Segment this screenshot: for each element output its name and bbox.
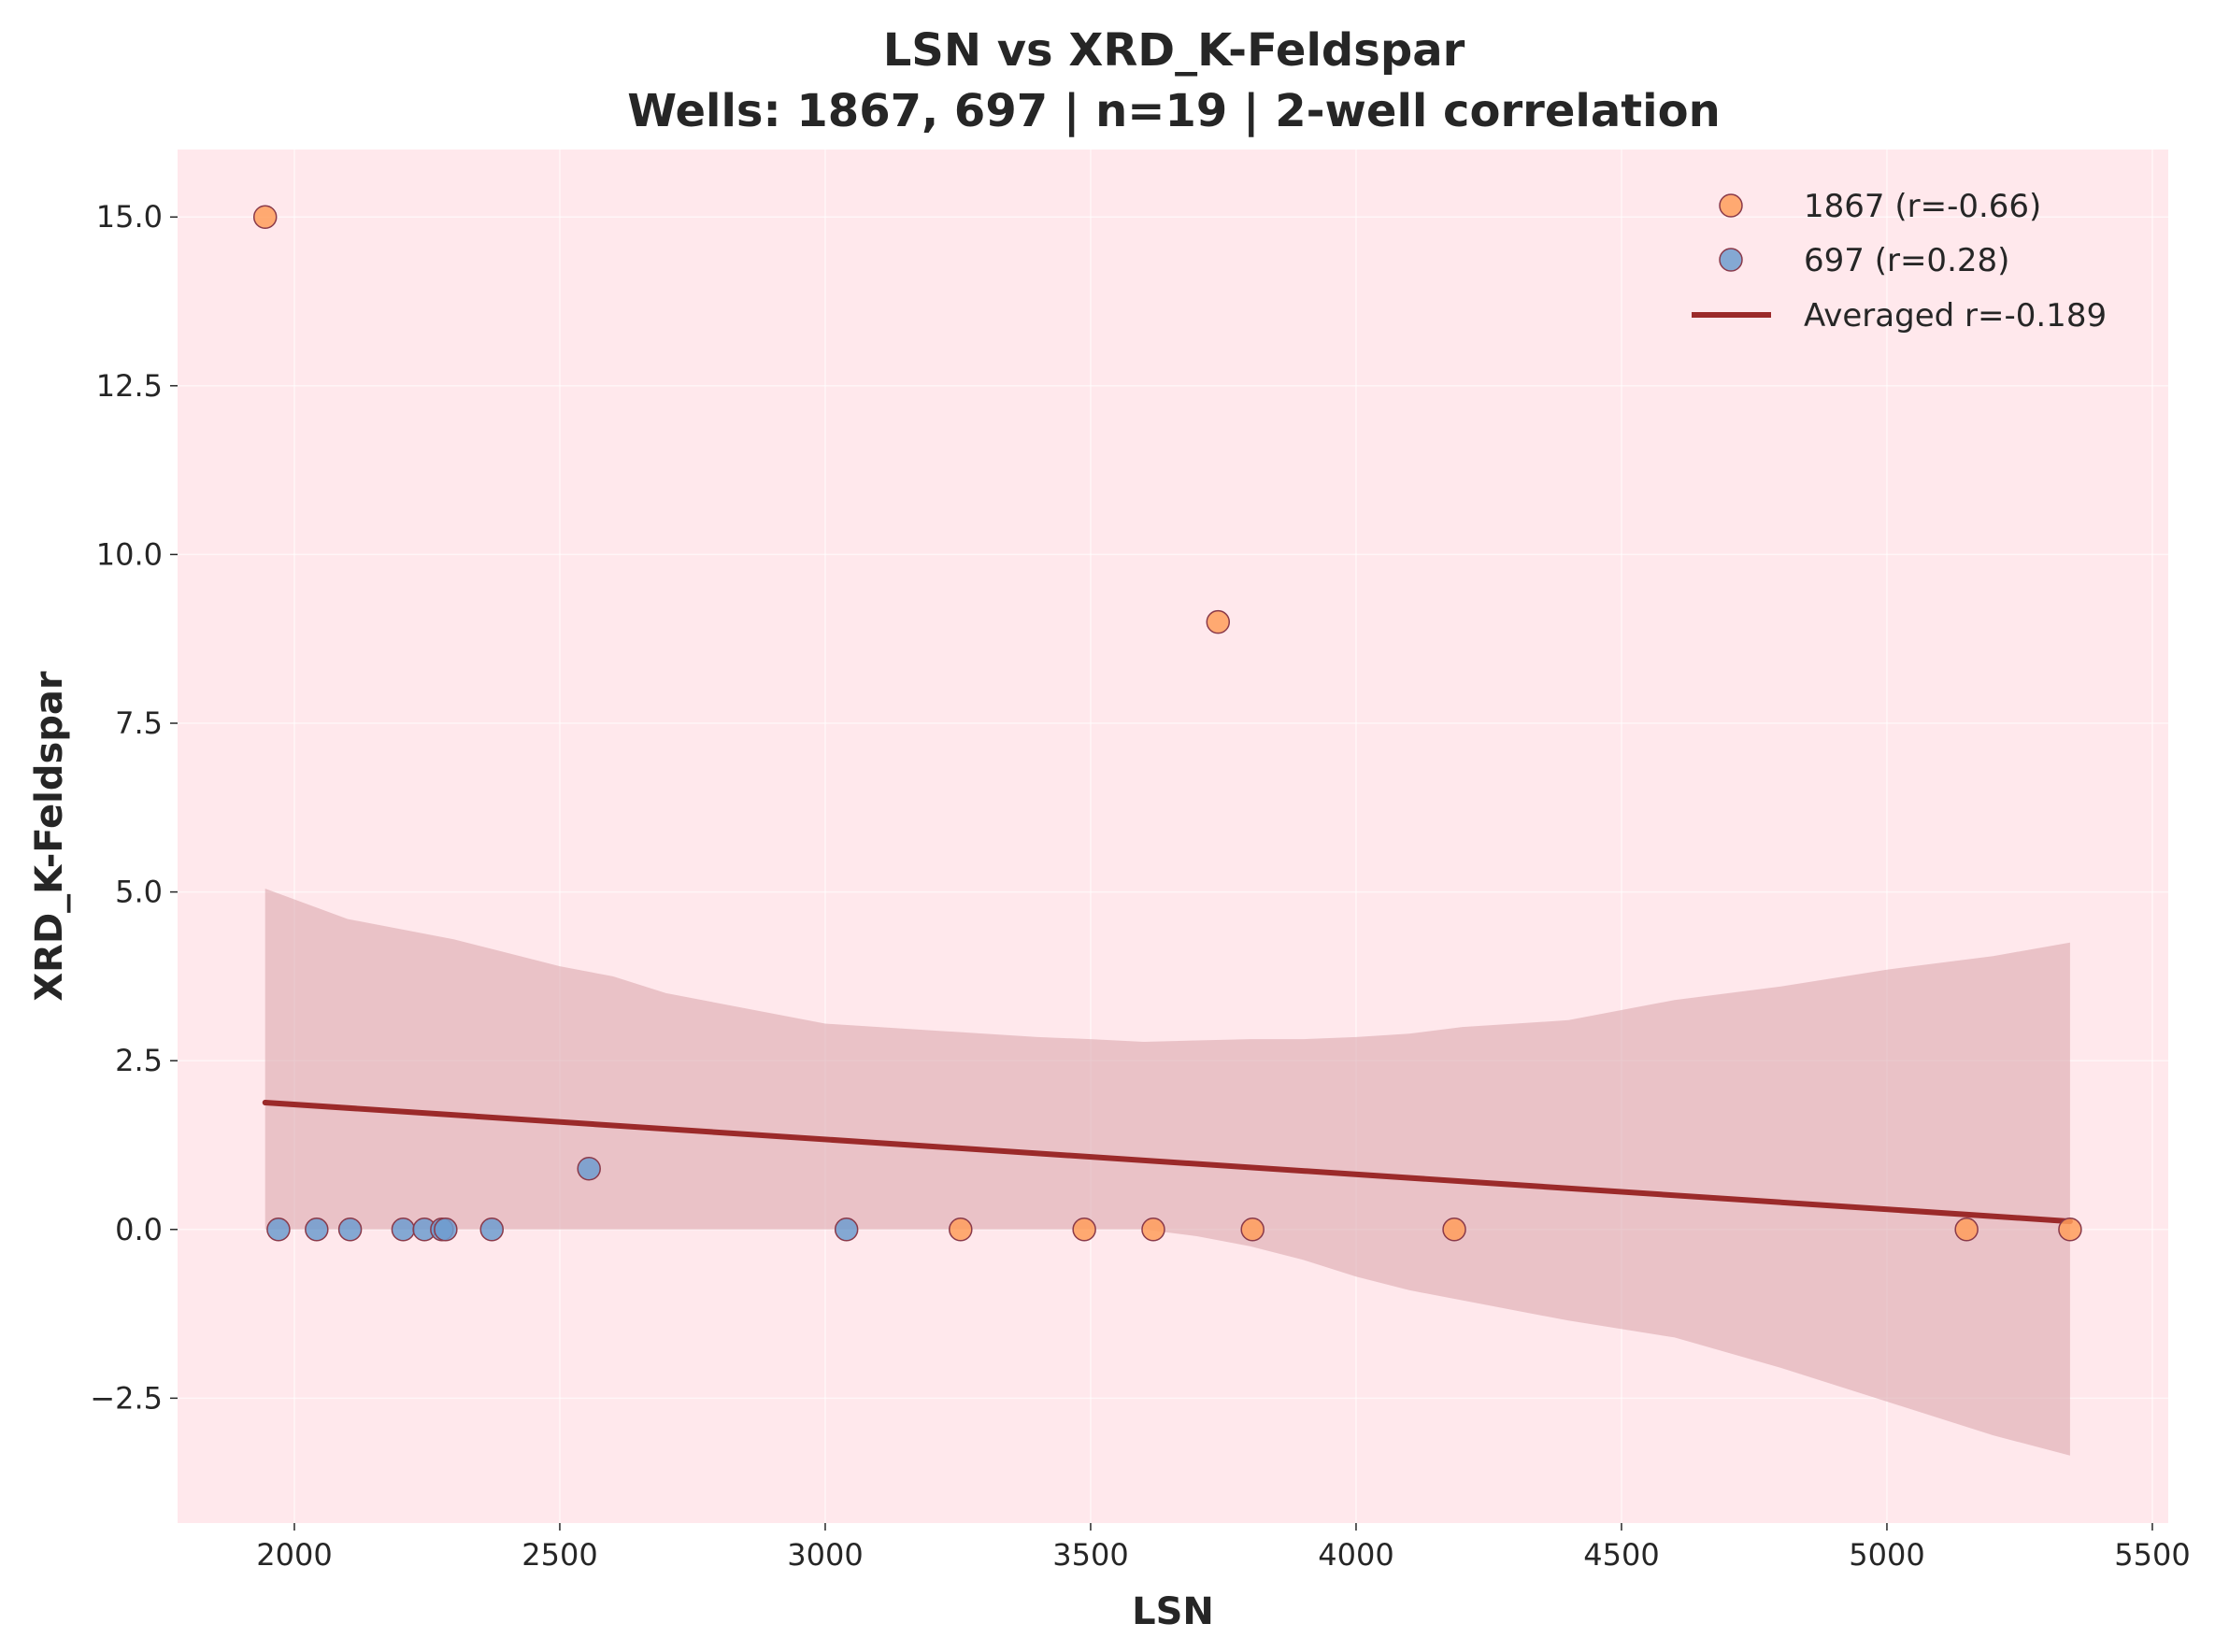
series-0-point [1072,1218,1096,1242]
confidence-band-layer [264,889,2070,1456]
legend-label: 697 (r=0.28) [1804,242,2009,279]
y-tick-label: 5.0 [115,875,163,910]
y-tick-label: 7.5 [115,705,163,741]
x-axis-label: LSN [1132,1590,1214,1633]
series-0-point [1954,1218,1979,1242]
x-tick-label: 2500 [522,1537,597,1573]
legend-label: 1867 (r=-0.66) [1804,188,2041,225]
data-points-layer [252,205,2082,1242]
series-0-point [2058,1218,2082,1242]
series-1-point [266,1218,291,1242]
series-1-point [305,1218,329,1242]
x-tick-label: 2000 [256,1537,332,1573]
y-tick-label: −2.5 [90,1380,163,1416]
series-1-point [434,1218,458,1242]
series-0-point [1141,1218,1165,1242]
chart-title: LSN vs XRD_K-Feldspar [883,24,1465,77]
chart-subtitle: Wells: 1867, 697 | n=19 | 2-well correla… [627,85,1721,137]
x-tick-label: 5500 [2114,1537,2190,1573]
y-axis-label: XRD_K-Feldspar [28,671,71,1002]
y-tick-label: 0.0 [115,1212,163,1247]
x-tick-label: 3000 [787,1537,863,1573]
series-1-point [834,1218,859,1242]
series-1-point [337,1218,363,1242]
series-1-point [479,1218,505,1242]
x-axis-ticks: 2000 2500 3000 3500 4000 4500 5000 5500 [256,1523,2191,1573]
x-tick-label: 3500 [1052,1537,1128,1573]
fit-line [262,1099,2073,1225]
x-tick-label: 5000 [1849,1537,1924,1573]
y-tick-label: 15.0 [96,199,163,235]
x-tick-label: 4500 [1583,1537,1659,1573]
series-1-point [391,1218,416,1242]
series-0-point [1206,609,1231,634]
series-0-point [1442,1218,1466,1242]
y-tick-label: 10.0 [96,536,163,572]
y-tick-label: 2.5 [115,1043,163,1078]
series-0-point [949,1218,973,1242]
series-0-point [1240,1218,1265,1242]
series-0-point [252,205,278,229]
confidence-band [264,889,2070,1456]
legend-label: Averaged r=-0.189 [1804,297,2107,335]
legend-marker [1719,248,1743,272]
x-tick-label: 4000 [1318,1537,1393,1573]
legend: 1867 (r=-0.66) 697 (r=0.28) Averaged r=-0.… [1692,188,2107,335]
y-axis-ticks: −2.5 0.0 2.5 5.0 7.5 10.0 12.5 15.0 [90,199,178,1416]
legend-marker [1719,193,1743,218]
fit-line-layer [262,1099,2073,1225]
y-tick-label: 12.5 [96,368,163,404]
series-1-point [577,1157,601,1181]
